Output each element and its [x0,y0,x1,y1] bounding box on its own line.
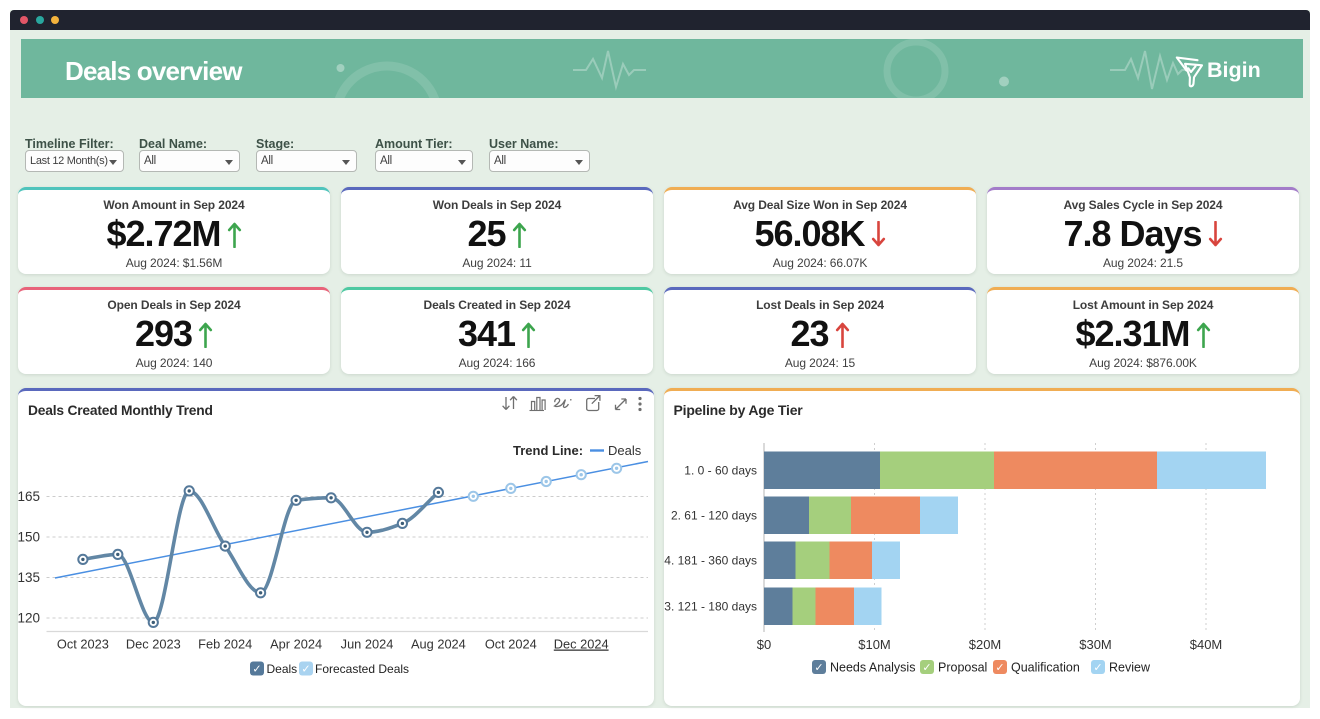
svg-text:Forecasted Deals: Forecasted Deals [315,662,409,676]
svg-text:Aug 2024: Aug 2024 [411,637,466,652]
svg-text:Feb 2024: Feb 2024 [198,637,252,652]
svg-text:$30M: $30M [1079,637,1112,652]
svg-text:$20M: $20M [969,637,1002,652]
svg-text:✓: ✓ [995,662,1004,674]
svg-text:Jun 2024: Jun 2024 [341,637,394,652]
svg-text:$10M: $10M [858,637,891,652]
svg-text:Dec 2023: Dec 2023 [126,637,181,652]
svg-text:Dec 2024: Dec 2024 [554,637,609,652]
svg-text:✓: ✓ [814,662,823,674]
svg-text:Needs Analysis: Needs Analysis [830,661,915,675]
svg-text:Trend Line:: Trend Line: [513,443,583,458]
svg-text:Apr 2024: Apr 2024 [270,637,322,652]
svg-text:2. 61 - 120 days: 2. 61 - 120 days [671,509,757,523]
svg-text:Oct 2024: Oct 2024 [485,637,537,652]
svg-text:Deals: Deals [267,662,298,676]
svg-text:120: 120 [18,611,40,626]
svg-text:$40M: $40M [1190,637,1223,652]
svg-text:Pipeline by Age Tier: Pipeline by Age Tier [674,402,804,418]
svg-text:1. 0 - 60 days: 1. 0 - 60 days [684,464,757,478]
svg-text:Review: Review [1109,661,1151,675]
svg-text:✓: ✓ [301,664,310,676]
svg-text:Qualification: Qualification [1011,661,1080,675]
svg-text:✓: ✓ [922,662,931,674]
svg-text:Proposal: Proposal [938,661,987,675]
svg-text:165: 165 [18,489,40,504]
svg-text:4. 181 - 360 days: 4. 181 - 360 days [664,554,757,568]
svg-text:Oct 2023: Oct 2023 [57,637,109,652]
svg-text:✓: ✓ [252,664,261,676]
svg-text:3. 121 - 180 days: 3. 121 - 180 days [664,600,757,614]
svg-text:✓: ✓ [1093,662,1102,674]
svg-text:Deals: Deals [608,443,642,458]
svg-text:Deals Created Monthly Trend: Deals Created Monthly Trend [28,403,213,418]
svg-text:150: 150 [18,530,40,545]
svg-text:$0: $0 [757,637,771,652]
svg-text:135: 135 [18,570,40,585]
